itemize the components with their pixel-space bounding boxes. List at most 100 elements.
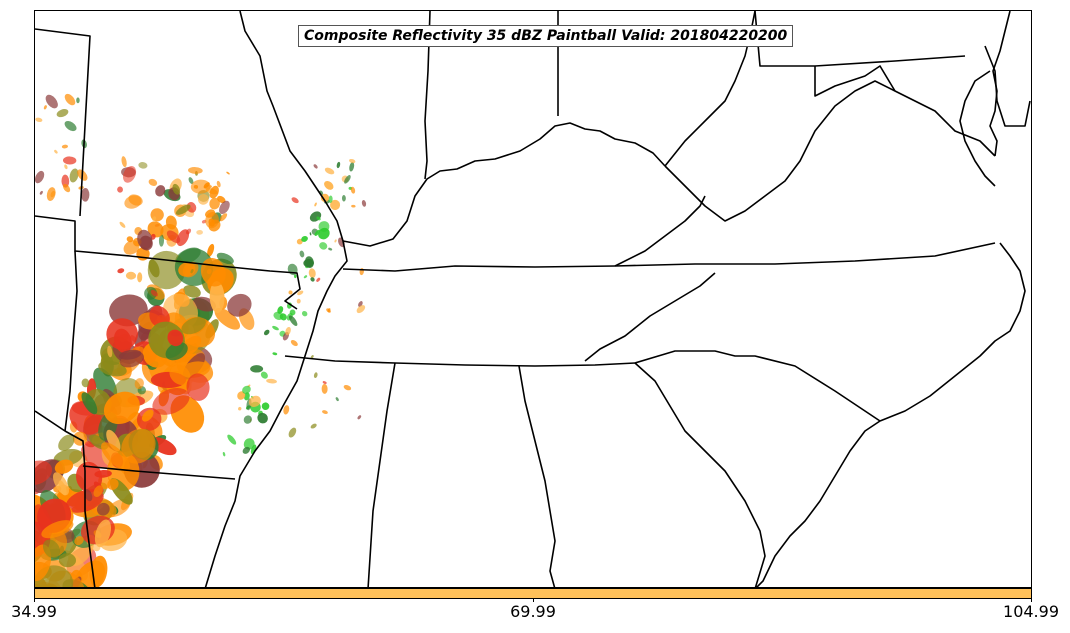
reflectivity-blob bbox=[119, 221, 126, 228]
state-boundaries bbox=[35, 11, 1031, 587]
reflectivity-blob bbox=[263, 329, 270, 336]
reflectivity-blob bbox=[121, 428, 156, 464]
mississippi-river-border bbox=[204, 11, 348, 587]
reflectivity-blob bbox=[69, 168, 79, 183]
reflectivity-blob bbox=[209, 185, 219, 199]
reflectivity-blob bbox=[320, 193, 330, 203]
reflectivity-blob bbox=[250, 444, 257, 455]
reflectivity-blob bbox=[128, 194, 143, 206]
reflectivity-blob bbox=[349, 158, 356, 164]
md-wv-border bbox=[814, 65, 896, 97]
reflectivity-blob bbox=[107, 478, 119, 490]
reflectivity-blob bbox=[188, 177, 194, 184]
colorbar-tick-mark-left bbox=[34, 599, 35, 602]
reflectivity-blob bbox=[285, 326, 291, 336]
reflectivity-blob bbox=[336, 161, 341, 169]
reflectivity-blob bbox=[117, 186, 123, 193]
reflectivity-blob bbox=[250, 365, 264, 373]
reflectivity-blob bbox=[109, 294, 148, 327]
ga-sc-border bbox=[634, 362, 766, 587]
reflectivity-blob bbox=[206, 268, 212, 275]
il-in-border bbox=[424, 11, 431, 180]
reflectivity-blob bbox=[117, 268, 125, 274]
reflectivity-blob bbox=[328, 247, 333, 251]
reflectivity-blob bbox=[35, 117, 43, 123]
reflectivity-blob bbox=[310, 423, 317, 429]
reflectivity-blob bbox=[257, 412, 268, 424]
reflectivity-blob bbox=[309, 232, 312, 236]
reflectivity-blob bbox=[56, 109, 69, 118]
reflectivity-blob bbox=[288, 315, 298, 326]
reflectivity-blob bbox=[138, 162, 148, 169]
reflectivity-blob bbox=[219, 200, 230, 215]
reflectivity-blob bbox=[205, 209, 216, 218]
reflectivity-blob bbox=[141, 409, 154, 422]
ky-va-border bbox=[614, 195, 706, 267]
reflectivity-blob bbox=[361, 200, 367, 207]
reflectivity-blob bbox=[94, 519, 112, 548]
reflectivity-blob bbox=[297, 290, 304, 296]
reflectivity-blob bbox=[301, 310, 308, 317]
reflectivity-blob bbox=[261, 402, 270, 411]
reflectivity-blob bbox=[35, 544, 52, 582]
reflectivity-blob bbox=[62, 183, 71, 193]
reflectivity-blob bbox=[122, 166, 137, 183]
reflectivity-blob bbox=[166, 230, 181, 244]
tn-nc-border bbox=[584, 272, 716, 362]
reflectivity-blob bbox=[167, 329, 184, 347]
ohio-river bbox=[342, 122, 666, 247]
reflectivity-blob bbox=[196, 230, 203, 235]
reflectivity-blob bbox=[310, 355, 314, 359]
reflectivity-blob bbox=[75, 461, 103, 493]
reflectivity-blob bbox=[357, 415, 362, 420]
reflectivity-blob bbox=[324, 167, 335, 175]
colorbar-tick-right: 104.99 bbox=[1003, 602, 1059, 621]
coastline-south bbox=[755, 420, 881, 587]
reflectivity-blob bbox=[214, 307, 241, 330]
reflectivity-paintball-layer bbox=[35, 93, 367, 587]
reflectivity-blob bbox=[186, 373, 210, 401]
reflectivity-blob bbox=[147, 221, 164, 238]
reflectivity-blob bbox=[152, 388, 190, 415]
reflectivity-blob bbox=[64, 93, 76, 106]
colorbar-tick-mark-right bbox=[1031, 599, 1032, 602]
reflectivity-blob bbox=[43, 105, 47, 110]
reflectivity-map bbox=[35, 11, 1031, 587]
reflectivity-blob bbox=[190, 269, 194, 274]
reflectivity-blob bbox=[330, 199, 341, 210]
reflectivity-blob bbox=[106, 318, 138, 350]
reflectivity-blob bbox=[93, 485, 103, 497]
reflectivity-blob bbox=[42, 539, 61, 559]
reflectivity-blob bbox=[107, 345, 113, 358]
reflectivity-blob bbox=[150, 289, 158, 297]
reflectivity-blob bbox=[53, 472, 69, 496]
reflectivity-blob bbox=[58, 434, 75, 451]
ms-al-border bbox=[367, 362, 396, 587]
ky-tn-border bbox=[342, 242, 996, 272]
map-panel: Composite Reflectivity 35 dBZ Paintball … bbox=[34, 10, 1032, 588]
reflectivity-blob bbox=[290, 340, 298, 347]
reflectivity-blob bbox=[310, 277, 315, 282]
reflectivity-blob bbox=[341, 195, 346, 202]
reflectivity-blob bbox=[106, 429, 121, 452]
reflectivity-blob bbox=[216, 252, 234, 265]
reflectivity-blob bbox=[296, 298, 301, 304]
reflectivity-blob bbox=[74, 536, 84, 546]
reflectivity-blob bbox=[54, 149, 58, 154]
reflectivity-blob bbox=[349, 162, 355, 172]
reflectivity-blob bbox=[123, 240, 140, 255]
reflectivity-blob bbox=[238, 406, 242, 411]
reflectivity-blob bbox=[294, 274, 297, 279]
reflectivity-blob bbox=[350, 186, 356, 194]
reflectivity-blob bbox=[242, 446, 250, 454]
reflectivity-blob bbox=[237, 391, 246, 400]
reflectivity-blob bbox=[242, 385, 251, 394]
coastline-va bbox=[989, 11, 1011, 157]
reflectivity-blob bbox=[314, 202, 317, 207]
reflectivity-blob bbox=[172, 183, 181, 195]
reflectivity-blob bbox=[76, 97, 80, 104]
reflectivity-blob bbox=[35, 170, 45, 184]
tn-south-border bbox=[284, 355, 636, 367]
reflectivity-blob bbox=[45, 94, 58, 109]
reflectivity-blob bbox=[326, 308, 331, 313]
